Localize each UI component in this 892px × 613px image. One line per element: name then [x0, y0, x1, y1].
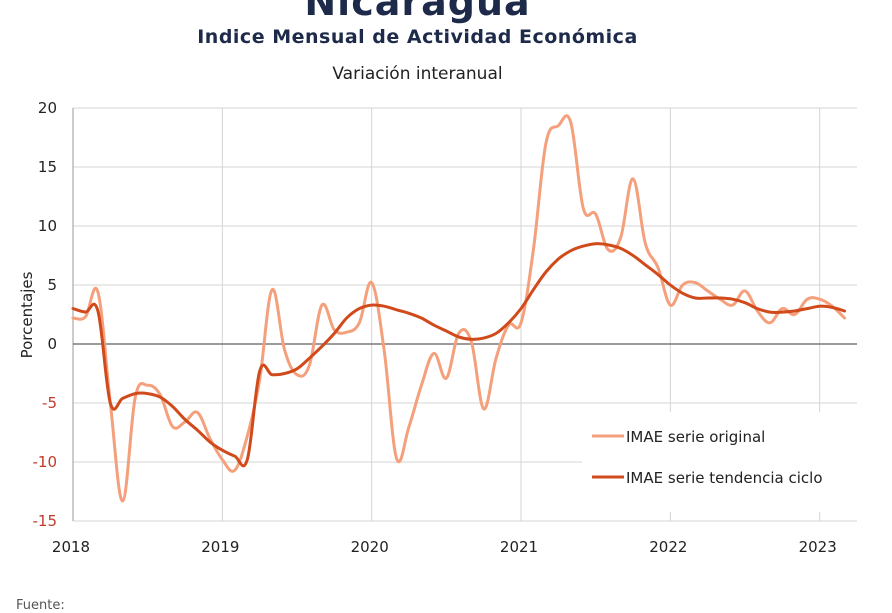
x-tick-label: 2022 — [649, 538, 687, 556]
y-axis-ticks: 20 15 10 5 0 -5 -10 -15 — [33, 99, 58, 530]
legend-label-trend: IMAE serie tendencia ciclo — [626, 469, 823, 487]
y-tick-label: 20 — [38, 99, 57, 117]
y-tick-label: -10 — [33, 453, 58, 471]
legend-box — [582, 412, 860, 512]
y-tick-label: 5 — [47, 276, 57, 294]
x-tick-label: 2019 — [201, 538, 239, 556]
y-tick-label: 15 — [38, 158, 57, 176]
legend-label-original: IMAE serie original — [626, 428, 765, 446]
y-tick-label: 10 — [38, 217, 57, 235]
y-tick-label: -15 — [33, 512, 58, 530]
y-tick-label: -5 — [42, 394, 57, 412]
chart-title: Nicaragua — [304, 0, 531, 24]
x-tick-label: 2021 — [500, 538, 538, 556]
series-line-original — [71, 114, 847, 503]
x-tick-label: 2023 — [799, 538, 837, 556]
y-axis-label: Porcentajes — [18, 271, 36, 358]
legend: IMAE serie original IMAE serie tendencia… — [582, 412, 860, 512]
x-axis-ticks: 2018 2019 2020 2021 2022 2023 — [52, 538, 837, 556]
grid-lines — [72, 107, 857, 522]
source-label: Fuente: — [16, 598, 65, 613]
y-tick-label: 0 — [47, 335, 57, 353]
chart-variation-label: Variación interanual — [332, 64, 503, 84]
series-lines — [71, 114, 847, 503]
x-tick-label: 2018 — [52, 538, 90, 556]
x-tick-label: 2020 — [351, 538, 389, 556]
chart-subtitle: Indice Mensual de Actividad Económica — [197, 26, 638, 48]
series-line-trend — [71, 242, 847, 468]
